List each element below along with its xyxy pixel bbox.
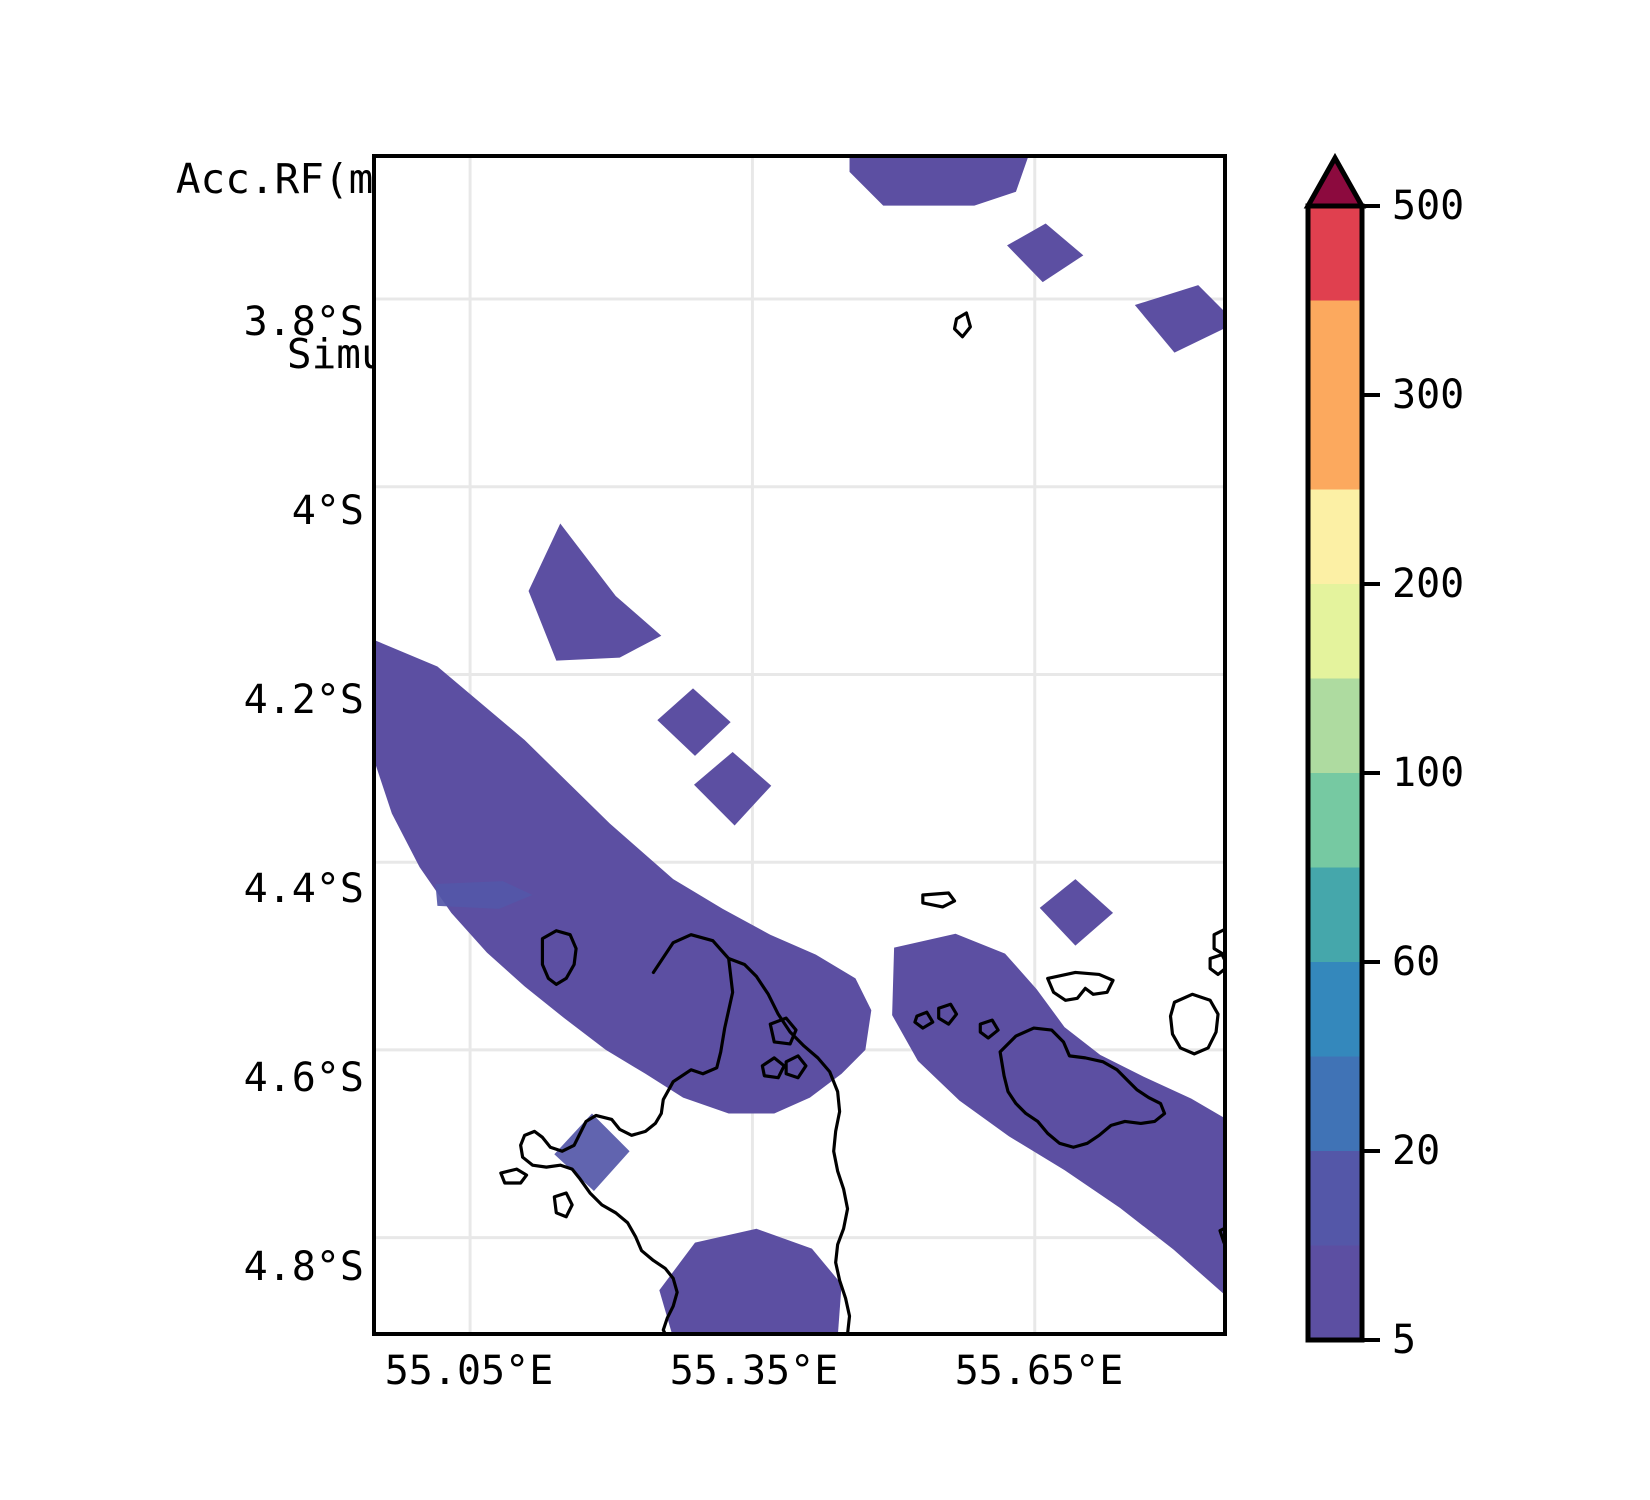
coastline-islet-n2: [937, 1002, 959, 1026]
coastline-la-digue: [1168, 992, 1220, 1056]
coastline-islet-e3: [784, 1054, 808, 1080]
colorbar-tick-300: 300: [1392, 372, 1465, 418]
colorbar-band-5-10: [1308, 1245, 1362, 1340]
colorbar-band-400-500: [1308, 206, 1362, 301]
ytick-label-3-8s: 3.8°S: [243, 299, 364, 345]
map-svg: [376, 158, 1223, 1332]
xtick-label-55-65e: 55.65°E: [954, 1348, 1124, 1394]
coastline-islet-e2: [760, 1056, 786, 1080]
coastline-islet-e5: [1208, 952, 1223, 977]
colorbar-band-300-400: [1308, 300, 1362, 395]
xtick-label-55-05e: 55.05°E: [384, 1348, 554, 1394]
map-plot-area[interactable]: [372, 154, 1227, 1336]
colorbar-band-40-60: [1308, 962, 1362, 1057]
coastline-islet-n4: [978, 1018, 1000, 1040]
colorbar-band-80-100: [1308, 773, 1362, 868]
coastline-praslin: [998, 1026, 1167, 1149]
ytick-label-4-4s: 4.4°S: [243, 866, 364, 912]
colorbar-band-250-300: [1308, 395, 1362, 490]
coastline-mahe-east: [727, 956, 852, 1332]
ytick-label-4s: 4°S: [291, 488, 364, 534]
colorbar-tick-20: 20: [1392, 1128, 1441, 1174]
colorbar-band-60-80: [1308, 867, 1362, 962]
coastline-mahe: [519, 933, 735, 1332]
coastline-islet-e1: [768, 1016, 798, 1046]
colorbar-ticks: [1362, 204, 1380, 1342]
ytick-label-4-6s: 4.6°S: [243, 1055, 364, 1101]
triangle-up-icon: [1303, 152, 1367, 209]
coastline-islet-w1: [499, 1167, 529, 1185]
xtick-label-55-35e: 55.35°E: [669, 1348, 839, 1394]
coastline-islet-e4: [1212, 928, 1223, 956]
colorbar-tick-200: 200: [1392, 561, 1465, 607]
colorbar-svg: [1303, 152, 1380, 1343]
coastline-curieuse: [1046, 970, 1115, 1002]
colorbar-band-20-40: [1308, 1056, 1362, 1151]
colorbar-band-100-150: [1308, 678, 1362, 773]
rainfall-contour-band-5-10: [376, 158, 1223, 1332]
colorbar-tick-60: 60: [1392, 939, 1441, 985]
colorbar-tick-100: 100: [1392, 750, 1465, 796]
colorbar-band-200-250: [1308, 489, 1362, 584]
colorbar-tick-5: 5: [1392, 1317, 1417, 1363]
coastline-islet-n3: [913, 1010, 935, 1030]
colorbar-band-150-200: [1308, 584, 1362, 679]
coastline-islet-n1: [921, 891, 957, 909]
colorbar-band-10-20: [1308, 1151, 1362, 1246]
coastlines: [499, 311, 1223, 1332]
colorbar[interactable]: [1300, 150, 1520, 1350]
colorbar-bands: [1308, 206, 1362, 1340]
coastline-silhouette: [540, 929, 578, 986]
colorbar-tick-500: 500: [1392, 183, 1465, 229]
coastline-islet-right-edge: [1218, 1227, 1223, 1244]
coastline-islet-far-n: [952, 311, 972, 339]
coastline-islet-w2: [552, 1191, 574, 1219]
ytick-label-4-2s: 4.2°S: [243, 677, 364, 723]
ytick-label-4-8s: 4.8°S: [243, 1244, 364, 1290]
